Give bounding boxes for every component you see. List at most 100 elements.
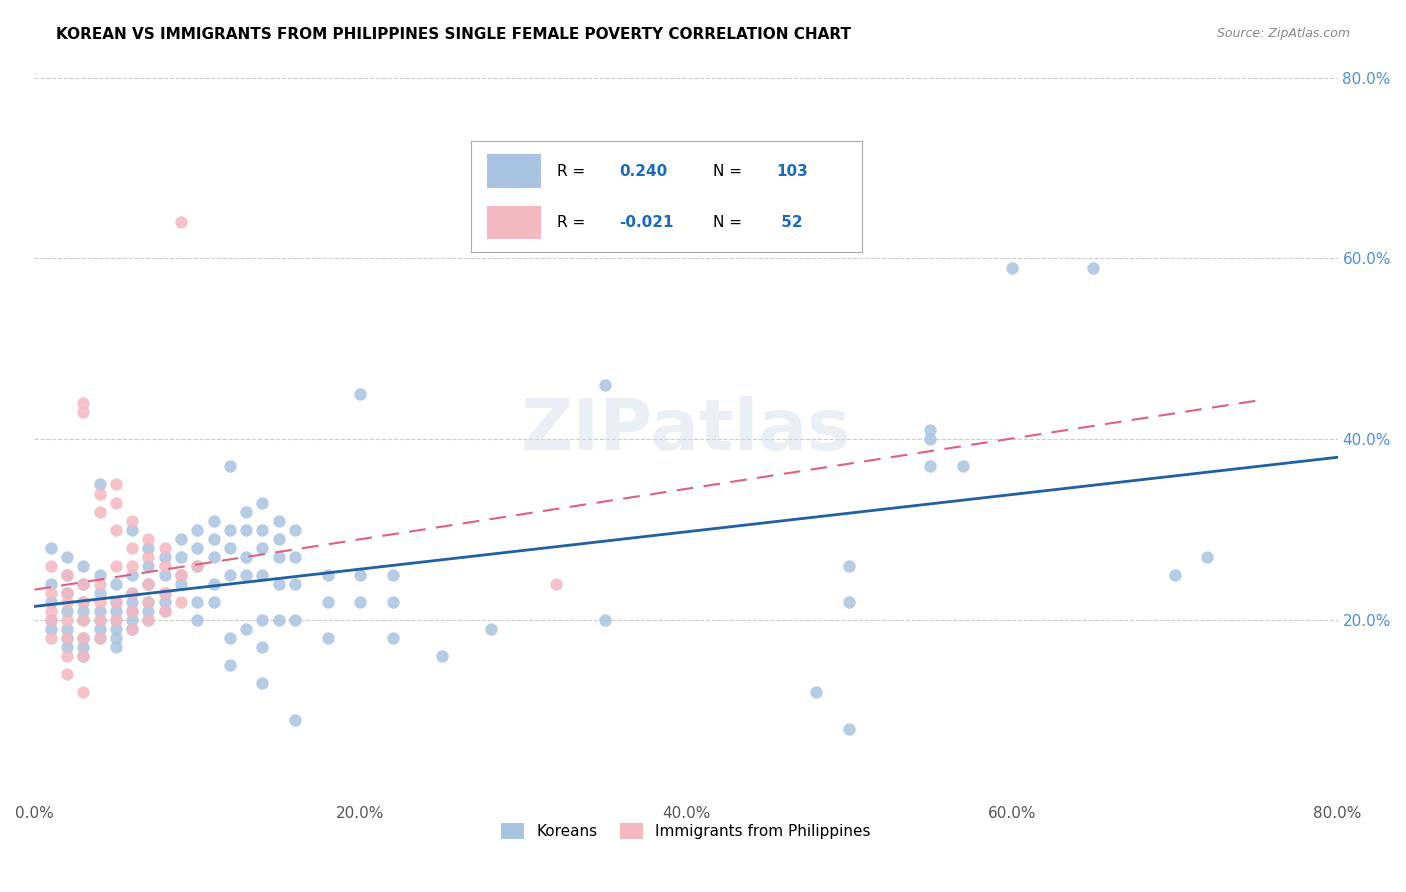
Point <box>89 613 111 627</box>
Point <box>218 459 240 474</box>
Point <box>104 558 127 573</box>
Point <box>39 613 62 627</box>
Point <box>89 577 111 591</box>
Point <box>121 622 143 636</box>
Point <box>104 613 127 627</box>
Point <box>267 577 290 591</box>
Point <box>1164 567 1187 582</box>
Point <box>235 622 257 636</box>
Point <box>252 541 274 555</box>
Point <box>39 622 62 636</box>
Point <box>252 523 274 537</box>
Point <box>218 658 240 673</box>
Point <box>56 595 79 609</box>
Point <box>121 613 143 627</box>
Point <box>267 613 290 627</box>
Legend: Koreans, Immigrants from Philippines: Koreans, Immigrants from Philippines <box>495 817 877 845</box>
Point <box>235 549 257 564</box>
Point <box>89 595 111 609</box>
Point <box>920 423 942 437</box>
Point <box>1001 260 1024 275</box>
Point <box>89 586 111 600</box>
Point <box>284 549 307 564</box>
Point <box>186 523 208 537</box>
Point <box>56 667 79 681</box>
Point <box>153 549 176 564</box>
Point <box>316 567 339 582</box>
Point <box>72 613 94 627</box>
Point <box>153 595 176 609</box>
Point <box>56 567 79 582</box>
Point <box>89 505 111 519</box>
Point <box>170 549 193 564</box>
Point <box>138 604 160 618</box>
Point <box>138 558 160 573</box>
Point <box>202 549 225 564</box>
Point <box>284 577 307 591</box>
Point <box>349 567 371 582</box>
Point <box>138 532 160 546</box>
Point <box>104 595 127 609</box>
Point <box>170 532 193 546</box>
Point <box>153 604 176 618</box>
Point <box>56 613 79 627</box>
Point <box>89 622 111 636</box>
Point <box>593 613 616 627</box>
Point <box>138 577 160 591</box>
Point <box>806 685 828 699</box>
Point <box>920 432 942 446</box>
Point <box>1083 260 1105 275</box>
Point <box>89 567 111 582</box>
Point <box>104 604 127 618</box>
Point <box>72 405 94 419</box>
Point <box>72 685 94 699</box>
Point <box>56 567 79 582</box>
Point <box>284 523 307 537</box>
Point <box>39 613 62 627</box>
Point <box>56 622 79 636</box>
Point <box>39 586 62 600</box>
Point <box>89 486 111 500</box>
Point <box>56 649 79 664</box>
Point <box>89 477 111 491</box>
Point <box>56 604 79 618</box>
Point <box>104 631 127 645</box>
Point <box>89 631 111 645</box>
Point <box>170 567 193 582</box>
Point <box>838 722 860 736</box>
Point <box>235 505 257 519</box>
Point <box>138 549 160 564</box>
Point <box>202 595 225 609</box>
Point <box>202 514 225 528</box>
Point <box>121 604 143 618</box>
Point <box>316 631 339 645</box>
Point <box>138 613 160 627</box>
Point <box>121 514 143 528</box>
Point <box>544 577 567 591</box>
Point <box>56 631 79 645</box>
Point <box>39 541 62 555</box>
Point <box>89 613 111 627</box>
Point <box>186 595 208 609</box>
Point <box>72 558 94 573</box>
Point <box>72 577 94 591</box>
Point <box>218 631 240 645</box>
Point <box>479 622 502 636</box>
Point <box>267 514 290 528</box>
Point <box>72 649 94 664</box>
Point <box>72 640 94 655</box>
Point <box>56 586 79 600</box>
Point <box>170 595 193 609</box>
Point <box>202 577 225 591</box>
Point <box>381 595 404 609</box>
Point <box>121 523 143 537</box>
Point <box>153 541 176 555</box>
Point <box>72 577 94 591</box>
Point <box>170 577 193 591</box>
Point <box>218 541 240 555</box>
Point <box>252 567 274 582</box>
Point <box>153 567 176 582</box>
Point <box>349 387 371 401</box>
Point <box>72 613 94 627</box>
Point <box>267 532 290 546</box>
